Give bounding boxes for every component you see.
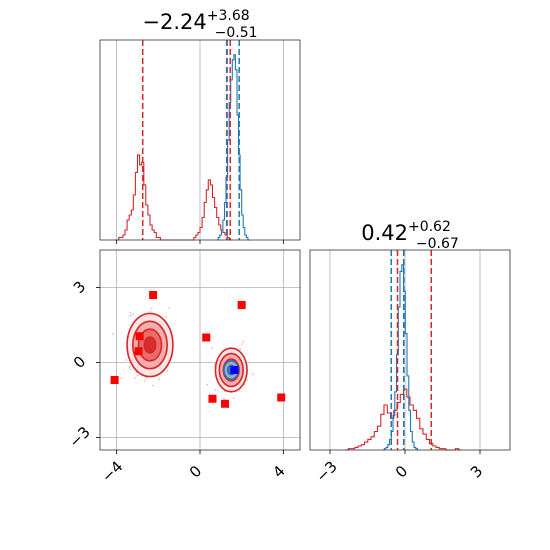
sample-dot xyxy=(129,314,132,317)
tick-label: 0 xyxy=(186,462,205,481)
sample-dot xyxy=(168,307,170,309)
title-value: −2.24 xyxy=(142,10,206,34)
tick-label: 4 xyxy=(269,462,288,481)
scatter-point xyxy=(202,333,211,342)
sample-dot xyxy=(129,311,132,314)
scatter-point xyxy=(135,332,144,341)
sample-dot xyxy=(158,378,160,381)
sample-dot xyxy=(136,374,139,377)
sample-dot xyxy=(125,359,127,361)
marginal-panel-param-2: −3 0 3 0.42+0.62 −0.67 xyxy=(309,219,511,486)
tick-label: 3 xyxy=(70,277,89,296)
sample-dot xyxy=(120,376,123,379)
tick-label: −4 xyxy=(98,457,126,485)
histogram-series xyxy=(216,54,250,241)
sample-dot xyxy=(252,373,254,376)
sample-dot xyxy=(242,340,245,343)
title-value: 0.42 xyxy=(361,221,408,245)
title-sub: −0.67 xyxy=(416,236,459,252)
marginal-panel-param-1: −2.24+3.68 −0.51 xyxy=(99,8,301,244)
sample-dot xyxy=(152,384,154,387)
sample-dot xyxy=(128,365,131,368)
sample-dot xyxy=(165,315,167,318)
scatter-point xyxy=(149,291,158,299)
joint-panel: −4 0 4 −3 0 3 xyxy=(65,249,301,486)
sample-dot xyxy=(132,313,134,316)
scatter-point xyxy=(134,347,143,356)
contour-level xyxy=(143,336,157,354)
tick-label: 0 xyxy=(70,352,89,371)
histogram-series xyxy=(382,264,420,451)
histogram-series xyxy=(345,388,462,451)
scatter-point xyxy=(237,301,246,309)
title-sub: −0.51 xyxy=(215,25,258,41)
title-sup: +3.68 xyxy=(207,8,250,24)
sample-dot xyxy=(211,347,213,350)
sample-dot xyxy=(206,383,209,386)
sample-dot xyxy=(129,368,131,371)
truth-point xyxy=(230,366,239,374)
sample-dot xyxy=(233,397,235,399)
title-sup: +0.62 xyxy=(408,219,451,235)
marginal-title-param-2: 0.42+0.62 −0.67 xyxy=(361,219,459,252)
sample-dot xyxy=(214,389,217,391)
sample-dot xyxy=(223,397,225,400)
sample-dot xyxy=(143,379,146,382)
scatter-point xyxy=(110,376,119,384)
tick-label: −3 xyxy=(65,423,93,451)
scatter-point xyxy=(221,399,229,408)
sample-dot xyxy=(239,348,242,351)
sample-dot xyxy=(151,307,153,310)
tick-label: 0 xyxy=(392,462,411,481)
sample-dot xyxy=(246,379,249,382)
sample-dot xyxy=(149,310,151,312)
tick-label: −3 xyxy=(312,457,340,485)
tick-label: 3 xyxy=(467,462,486,481)
sample-dot xyxy=(111,333,114,335)
scatter-point xyxy=(277,393,286,402)
sample-dot xyxy=(134,377,136,379)
sample-dot xyxy=(166,370,169,372)
sample-dot xyxy=(241,343,243,345)
marginal-title-param-1: −2.24+3.68 −0.51 xyxy=(142,8,257,41)
scatter-point xyxy=(208,394,217,403)
sample-dot xyxy=(145,377,148,379)
